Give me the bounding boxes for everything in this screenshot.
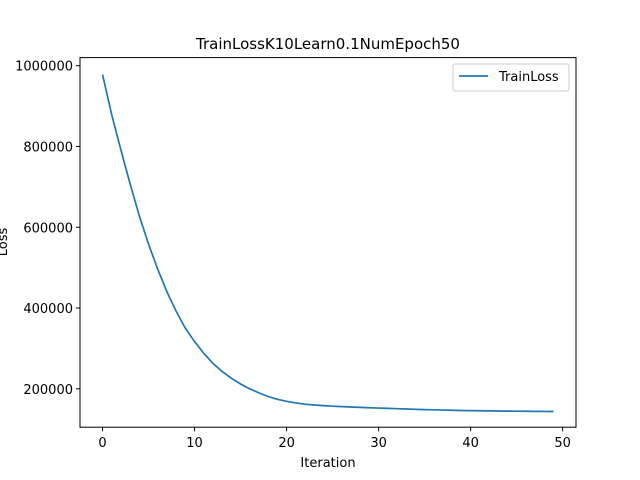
plot-area <box>79 57 577 428</box>
y-tick-label: 200000 <box>23 383 73 398</box>
y-tick-label: 400000 <box>23 302 73 317</box>
legend-box <box>452 63 570 92</box>
y-axis-label: Loss <box>0 228 11 257</box>
axes-frame <box>79 57 577 428</box>
legend: TrainLoss <box>452 63 570 92</box>
y-tick-label: 1000000 <box>15 60 73 75</box>
legend-label-trainloss: TrainLoss <box>498 70 559 85</box>
y-axis-ticks: 200000 400000 600000 800000 1000000 <box>15 60 80 398</box>
chart-title: TrainLossK10Learn0.1NumEpoch50 <box>195 35 460 53</box>
x-tick-label: 30 <box>370 436 387 451</box>
x-tick-label: 10 <box>186 436 203 451</box>
series-layer <box>101 74 554 413</box>
x-tick-label: 0 <box>98 436 106 451</box>
y-tick-label: 600000 <box>23 221 73 236</box>
x-axis-ticks: 0 10 20 30 40 50 <box>98 427 571 451</box>
x-axis-label: Iteration <box>300 456 355 471</box>
series-line-trainloss <box>101 74 554 413</box>
x-tick-label: 40 <box>462 436 479 451</box>
y-tick-label: 800000 <box>23 140 73 155</box>
x-tick-label: 20 <box>278 436 295 451</box>
x-tick-label: 50 <box>554 436 571 451</box>
